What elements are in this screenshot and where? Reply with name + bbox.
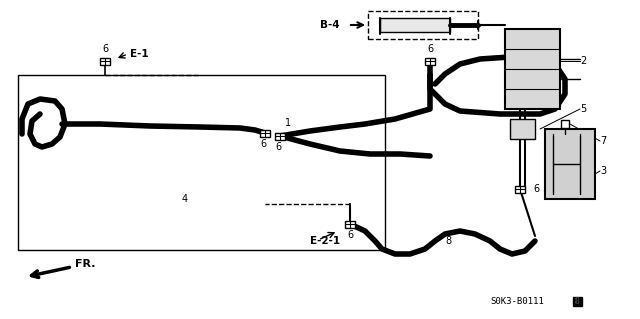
Text: 8: 8: [575, 298, 579, 307]
Text: 8: 8: [445, 236, 451, 246]
Text: E-1: E-1: [130, 49, 148, 59]
Text: S0K3-B0111: S0K3-B0111: [490, 296, 544, 306]
Text: 6: 6: [275, 142, 281, 152]
Bar: [573, 297, 582, 306]
Text: 6: 6: [347, 230, 353, 240]
Bar: [505, 29, 560, 109]
Bar: [368, 11, 478, 39]
Bar: [18, 75, 385, 250]
Bar: [260, 130, 270, 137]
Bar: [515, 186, 525, 192]
Text: E-2-1: E-2-1: [310, 236, 340, 246]
Text: 4: 4: [182, 194, 188, 204]
Bar: [510, 119, 535, 139]
Text: 6: 6: [102, 44, 108, 54]
Text: 5: 5: [580, 104, 586, 114]
Bar: [425, 57, 435, 64]
Bar: [545, 129, 595, 199]
Text: B-4: B-4: [321, 20, 340, 30]
Text: 1: 1: [285, 118, 291, 128]
Text: 7: 7: [600, 136, 606, 146]
Text: 6: 6: [427, 44, 433, 54]
Bar: [275, 132, 285, 139]
Bar: [100, 57, 110, 64]
Text: 6: 6: [533, 184, 539, 194]
Text: 8: 8: [575, 298, 579, 307]
Text: 2: 2: [580, 56, 586, 66]
Bar: [380, 18, 450, 32]
Text: 6: 6: [260, 139, 266, 149]
Text: 3: 3: [600, 166, 606, 176]
Bar: [345, 220, 355, 227]
Text: FR.: FR.: [31, 259, 95, 278]
